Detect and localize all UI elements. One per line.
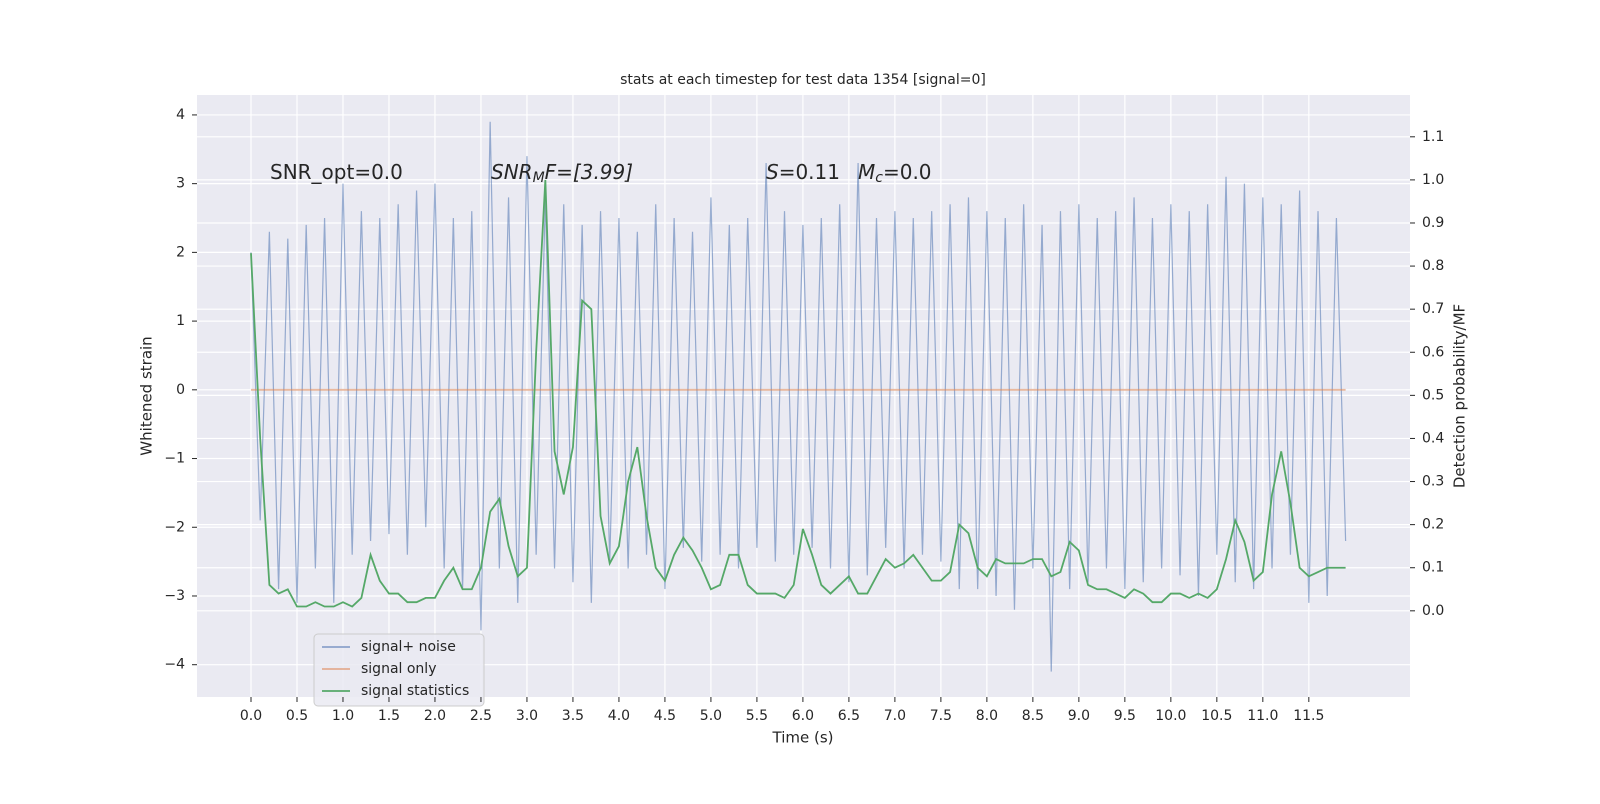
x-tick-label: 1.5 <box>378 708 400 724</box>
x-tick-label: 0.5 <box>286 708 308 724</box>
x-tick-label: 5.5 <box>746 708 768 724</box>
y2-tick-label: 1.0 <box>1422 172 1444 188</box>
y-tick-label: −1 <box>164 451 185 467</box>
y2-tick-label: 0.7 <box>1422 301 1444 317</box>
x-tick-label: 7.0 <box>884 708 906 724</box>
y-tick-label: 0 <box>176 382 185 398</box>
x-tick-label: 2.5 <box>470 708 492 724</box>
annotation-part: c <box>875 170 883 186</box>
y2-tick-label: 0.5 <box>1422 387 1444 403</box>
y-tick-label: 2 <box>176 244 185 260</box>
legend-box <box>313 633 485 707</box>
annotation: Mc=0.0 <box>858 160 932 187</box>
y2-tick-label: 0.6 <box>1422 344 1444 360</box>
chart-title: stats at each timestep for test data 135… <box>620 72 986 88</box>
y-tick-label: 3 <box>176 176 185 192</box>
marks <box>250 121 1347 672</box>
y2-tick-label: 0.0 <box>1422 603 1444 619</box>
x-tick-label: 10.0 <box>1155 708 1186 724</box>
y-axis-label: Whitened strain <box>138 336 156 455</box>
x-tick-label: 6.5 <box>838 708 860 724</box>
y-tick-label: −4 <box>164 657 185 673</box>
y2-axis-label: Detection probability/MF <box>1451 304 1469 488</box>
legend-label: signal+ noise <box>361 639 456 655</box>
legend-label: signal statistics <box>361 683 469 699</box>
y-tick-label: −2 <box>164 519 185 535</box>
x-tick-label: 8.5 <box>1022 708 1044 724</box>
legend: signal+ noise signal only signal statistic… <box>313 633 485 707</box>
x-tick-label: 11.5 <box>1293 708 1324 724</box>
x-tick-label: 6.0 <box>792 708 814 724</box>
annotation-part: F=[3.99] <box>545 160 633 184</box>
x-tick-label: 4.5 <box>654 708 676 724</box>
annotation-part: SNR_opt=0.0 <box>270 160 403 184</box>
y2-tick-label: 0.9 <box>1422 215 1444 231</box>
x-tick-label: 2.0 <box>424 708 446 724</box>
y2-tick-label: 0.8 <box>1422 258 1444 274</box>
annotation-part: S <box>766 160 779 184</box>
x-tick-label: 3.0 <box>516 708 538 724</box>
annotation: SNR_opt=0.0 <box>270 160 403 184</box>
y-tick-label: −3 <box>164 588 185 604</box>
annotation-part: M <box>533 170 545 186</box>
y2-tick-label: 0.2 <box>1422 517 1444 533</box>
y2-tick-label: 0.4 <box>1422 430 1444 446</box>
annotation-part: =0.0 <box>883 160 932 184</box>
x-tick-label: 4.0 <box>608 708 630 724</box>
y2-tick-label: 0.1 <box>1422 560 1444 576</box>
annotation-part: M <box>858 160 875 184</box>
y2-tick-label: 0.3 <box>1422 474 1444 490</box>
x-tick-label: 8.0 <box>976 708 998 724</box>
x-tick-label: 5.0 <box>700 708 722 724</box>
x-axis-label: Time (s) <box>772 729 834 747</box>
x-tick-label: 7.5 <box>930 708 952 724</box>
annotation-part: SNR <box>491 160 533 184</box>
legend-label: signal only <box>361 661 436 677</box>
x-tick-label: 1.0 <box>332 708 354 724</box>
annotation: S=0.11 <box>766 160 840 184</box>
y2-tick-label: 1.1 <box>1422 129 1444 145</box>
y-tick-label: 1 <box>176 313 185 329</box>
x-tick-label: 9.5 <box>1114 708 1136 724</box>
series-line <box>250 179 1346 608</box>
x-tick-label: 3.5 <box>562 708 584 724</box>
x-tick-label: 10.5 <box>1201 708 1232 724</box>
x-tick-label: 0.0 <box>240 708 262 724</box>
y-tick-label: 4 <box>176 107 185 123</box>
annotation-part: =0.11 <box>779 160 840 184</box>
x-tick-label: 9.0 <box>1068 708 1090 724</box>
annotation: SNRMF=[3.99] <box>491 160 633 187</box>
x-tick-label: 11.0 <box>1247 708 1278 724</box>
